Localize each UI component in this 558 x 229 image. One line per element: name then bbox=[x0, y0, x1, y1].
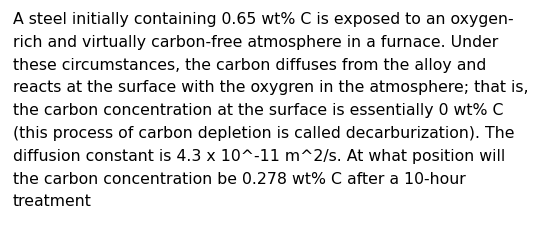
Text: A steel initially containing 0.65 wt% C is exposed to an oxygen-: A steel initially containing 0.65 wt% C … bbox=[13, 12, 513, 27]
Text: diffusion constant is 4.3 x 10^-11 m^2/s. At what position will: diffusion constant is 4.3 x 10^-11 m^2/s… bbox=[13, 148, 505, 163]
Text: these circumstances, the carbon diffuses from the alloy and: these circumstances, the carbon diffuses… bbox=[13, 57, 486, 72]
Text: rich and virtually carbon-free atmosphere in a furnace. Under: rich and virtually carbon-free atmospher… bbox=[13, 35, 498, 50]
Text: treatment: treatment bbox=[13, 194, 92, 208]
Text: reacts at the surface with the oxygren in the atmosphere; that is,: reacts at the surface with the oxygren i… bbox=[13, 80, 528, 95]
Text: (this process of carbon depletion is called decarburization). The: (this process of carbon depletion is cal… bbox=[13, 125, 514, 140]
Text: the carbon concentration be 0.278 wt% C after a 10-hour: the carbon concentration be 0.278 wt% C … bbox=[13, 171, 466, 186]
Text: the carbon concentration at the surface is essentially 0 wt% C: the carbon concentration at the surface … bbox=[13, 103, 503, 118]
